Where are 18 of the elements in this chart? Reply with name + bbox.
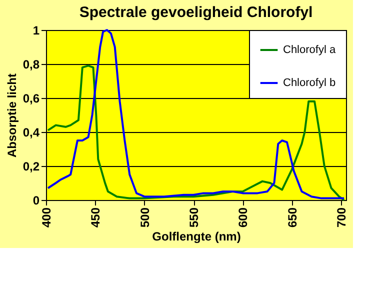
y-tick-label: 0,6 (22, 92, 40, 106)
x-tick-label: 600 (236, 207, 250, 228)
x-tick-label: 700 (334, 207, 349, 228)
y-tick-label: 0,8 (22, 58, 40, 72)
x-tick-label: 450 (88, 207, 103, 228)
x-tick-label: 500 (138, 207, 152, 228)
legend-label: Chlorofyl a (283, 44, 336, 56)
x-axis-title: Golflengte (nm) (152, 230, 241, 244)
x-tick-label: 550 (187, 207, 202, 228)
y-tick-label: 0 (32, 194, 40, 208)
y-tick-label: 0,2 (22, 160, 40, 174)
legend-label: Chlorofyl b (283, 77, 336, 89)
chart-title: Spectrale gevoeligheid Chlorofyl (79, 4, 313, 21)
x-tick-label: 400 (40, 207, 54, 228)
y-axis-title: Absorptie licht (4, 73, 19, 158)
x-tick-label: 650 (285, 207, 300, 228)
y-tick-label: 0,4 (22, 126, 40, 140)
y-tick-label: 1 (32, 24, 40, 38)
